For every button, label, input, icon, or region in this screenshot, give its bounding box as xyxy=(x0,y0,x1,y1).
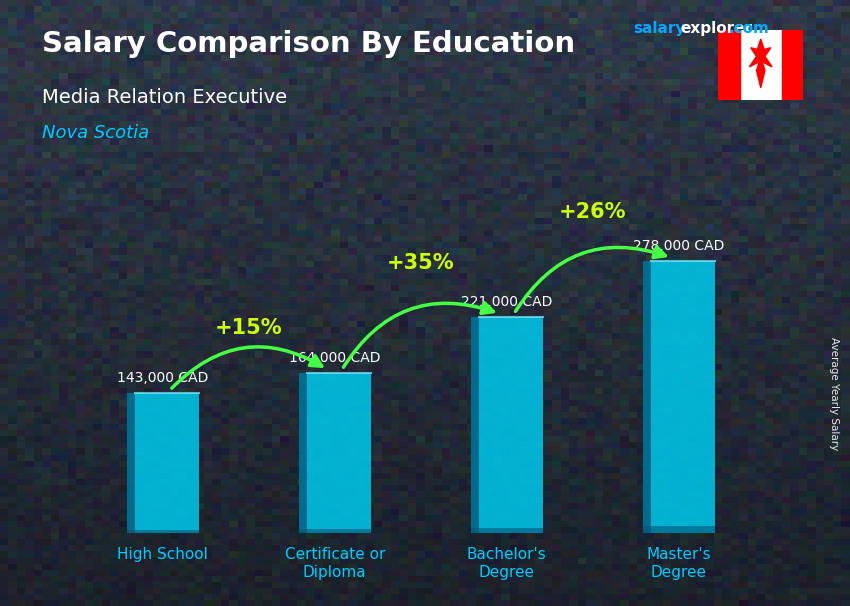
Text: Salary Comparison By Education: Salary Comparison By Education xyxy=(42,30,575,58)
Bar xyxy=(471,316,479,533)
Text: +26%: +26% xyxy=(559,202,626,222)
Text: 221,000 CAD: 221,000 CAD xyxy=(461,295,552,309)
Bar xyxy=(471,528,543,533)
FancyBboxPatch shape xyxy=(643,261,715,533)
Text: .com: .com xyxy=(728,21,769,36)
Text: salary: salary xyxy=(633,21,686,36)
FancyBboxPatch shape xyxy=(298,373,371,533)
Bar xyxy=(643,527,715,533)
Text: explorer: explorer xyxy=(680,21,752,36)
Polygon shape xyxy=(750,39,772,88)
Text: 164,000 CAD: 164,000 CAD xyxy=(289,351,381,365)
Text: Average Yearly Salary: Average Yearly Salary xyxy=(829,338,839,450)
Text: +35%: +35% xyxy=(387,253,455,273)
FancyBboxPatch shape xyxy=(471,316,543,533)
Text: 143,000 CAD: 143,000 CAD xyxy=(117,371,208,385)
Bar xyxy=(782,30,803,100)
Text: Media Relation Executive: Media Relation Executive xyxy=(42,88,287,107)
Bar xyxy=(298,529,371,533)
Bar xyxy=(643,261,651,533)
Text: 278,000 CAD: 278,000 CAD xyxy=(633,239,724,253)
Bar xyxy=(127,393,135,533)
Text: Nova Scotia: Nova Scotia xyxy=(42,124,150,142)
FancyBboxPatch shape xyxy=(127,393,199,533)
Text: +15%: +15% xyxy=(215,318,282,338)
Bar xyxy=(718,30,740,100)
Bar xyxy=(298,373,307,533)
Bar xyxy=(127,530,199,533)
